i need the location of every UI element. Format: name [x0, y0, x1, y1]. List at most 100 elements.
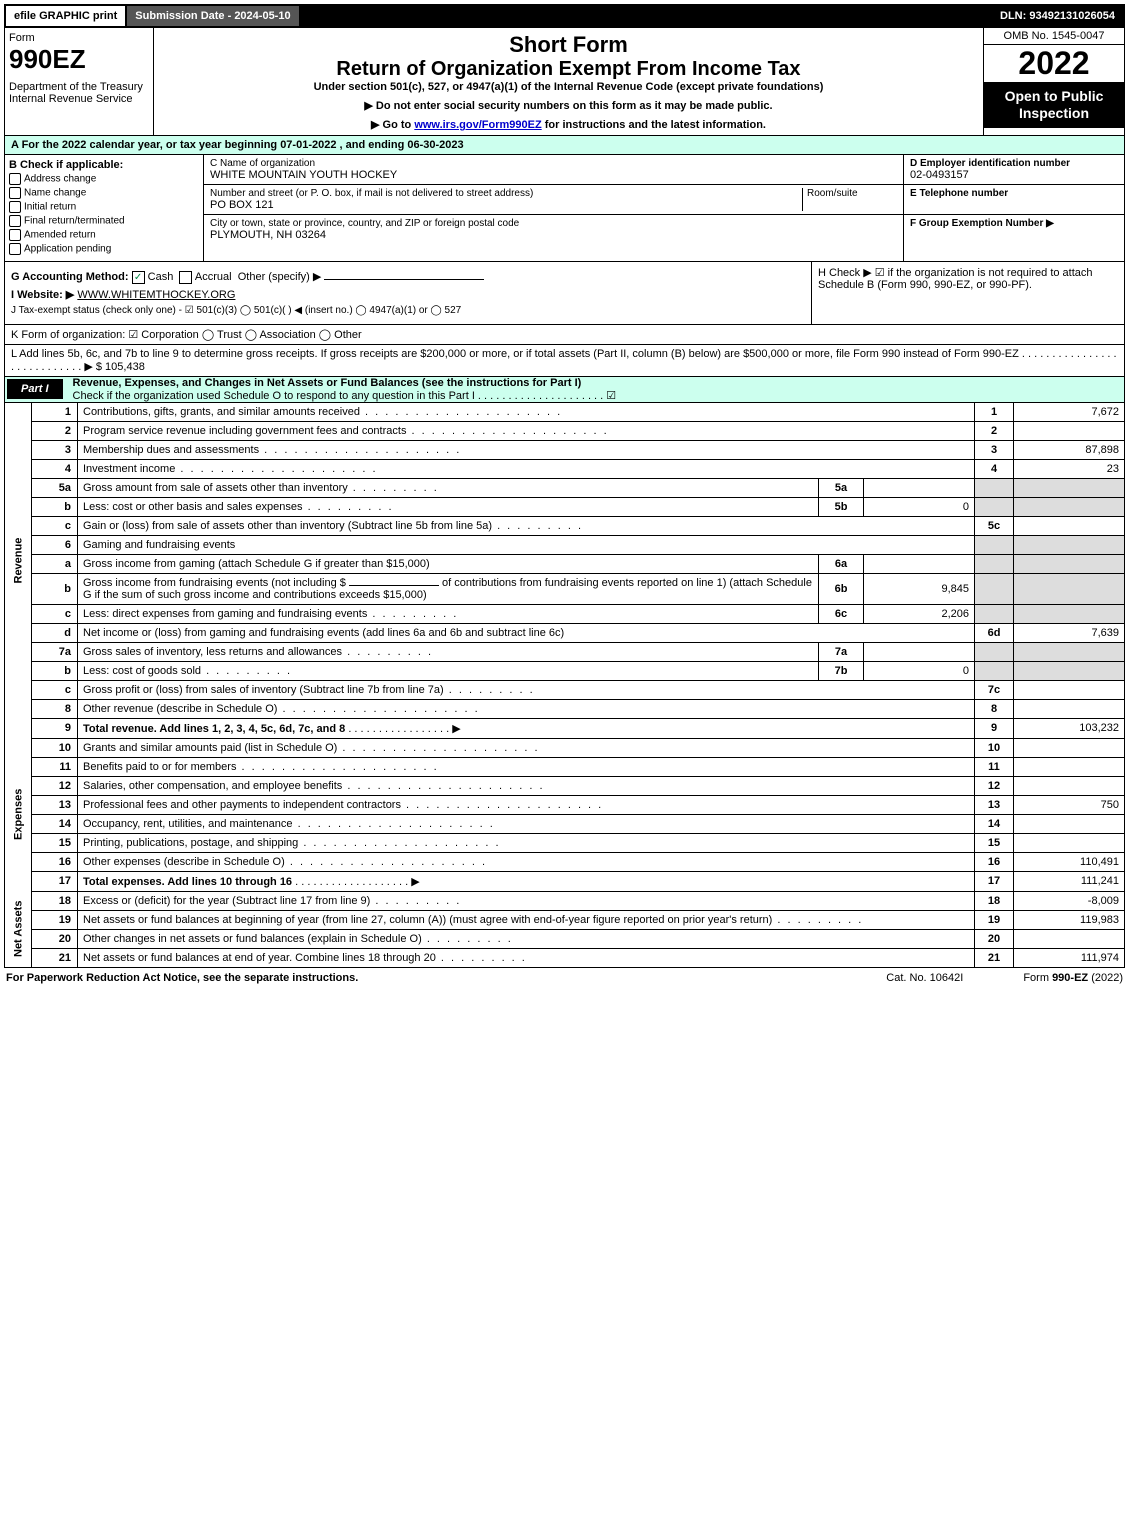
i-website: I Website: ▶ WWW.WHITEMTHOCKEY.ORG	[11, 288, 805, 301]
line-16-text: Other expenses (describe in Schedule O)	[78, 852, 975, 871]
inst2-post: for instructions and the latest informat…	[542, 119, 766, 131]
check-amended-return[interactable]: Amended return	[9, 229, 199, 241]
line-16-no: 16	[32, 852, 78, 871]
line-3-amt: 87,898	[1014, 440, 1125, 459]
line-10-text: Grants and similar amounts paid (list in…	[78, 738, 975, 757]
instruction-ssn: ▶ Do not enter social security numbers o…	[162, 99, 975, 112]
c-city-label: City or town, state or province, country…	[210, 218, 897, 229]
line-5b-no: b	[32, 497, 78, 516]
b-label: B Check if applicable:	[9, 159, 123, 171]
line-5c-no: c	[32, 516, 78, 535]
part1-header: Part I Revenue, Expenses, and Changes in…	[4, 377, 1125, 403]
line-7b-inner: 7b	[819, 661, 864, 680]
line-21-no: 21	[32, 948, 78, 967]
line-18-text: Excess or (deficit) for the year (Subtra…	[78, 891, 975, 910]
submission-date: Submission Date - 2024-05-10	[127, 6, 300, 26]
line-6b-rn-shade	[975, 573, 1014, 604]
d-ein-label: D Employer identification number	[910, 158, 1118, 169]
tax-year: 2022	[984, 45, 1124, 82]
line-14-rn: 14	[975, 814, 1014, 833]
form-header: Form 990EZ Department of the Treasury In…	[4, 28, 1125, 136]
part1-check-line: Check if the organization used Schedule …	[73, 390, 617, 402]
check-application-pending[interactable]: Application pending	[9, 243, 199, 255]
line-18-rn: 18	[975, 891, 1014, 910]
line-7a-rn-shade	[975, 642, 1014, 661]
line-13-amt: 750	[1014, 795, 1125, 814]
line-6c-no: c	[32, 604, 78, 623]
line-6b-amt-shade	[1014, 573, 1125, 604]
j-tax-exempt: J Tax-exempt status (check only one) - ☑…	[11, 305, 805, 316]
line-15-no: 15	[32, 833, 78, 852]
line-10-amt	[1014, 738, 1125, 757]
check-initial-return[interactable]: Initial return	[9, 201, 199, 213]
line-6a-iamt	[864, 554, 975, 573]
line-6a-text: Gross income from gaming (attach Schedul…	[78, 554, 819, 573]
line-1-text: Contributions, gifts, grants, and simila…	[78, 403, 975, 422]
line-6-amt-shade	[1014, 535, 1125, 554]
line-15-rn: 15	[975, 833, 1014, 852]
check-cash[interactable]	[132, 271, 145, 284]
dept-treasury: Department of the Treasury Internal Reve…	[9, 81, 149, 105]
line-21-amt: 111,974	[1014, 948, 1125, 967]
line-16-amt: 110,491	[1014, 852, 1125, 871]
line-7c-rn: 7c	[975, 680, 1014, 699]
line-4-no: 4	[32, 459, 78, 478]
e-phone-row: E Telephone number	[904, 185, 1124, 215]
line-13-no: 13	[32, 795, 78, 814]
footer-left: For Paperwork Reduction Act Notice, see …	[6, 972, 358, 984]
line-7a-amt-shade	[1014, 642, 1125, 661]
side-revenue-end	[5, 718, 32, 738]
line-19-rn: 19	[975, 910, 1014, 929]
line-9-no: 9	[32, 718, 78, 738]
line-20-text: Other changes in net assets or fund bala…	[78, 929, 975, 948]
line-11-no: 11	[32, 757, 78, 776]
accrual-label: Accrual	[195, 271, 232, 283]
efile-print[interactable]: efile GRAPHIC print	[6, 6, 127, 26]
line-8-rn: 8	[975, 699, 1014, 718]
header-center: Short Form Return of Organization Exempt…	[154, 28, 983, 135]
f-group-row: F Group Exemption Number ▶	[904, 215, 1124, 232]
line-11-amt	[1014, 757, 1125, 776]
line-7a-text: Gross sales of inventory, less returns a…	[78, 642, 819, 661]
line-17-no: 17	[32, 871, 78, 891]
line-6-text: Gaming and fundraising events	[78, 535, 975, 554]
page-footer: For Paperwork Reduction Act Notice, see …	[4, 968, 1125, 988]
line-6a-amt-shade	[1014, 554, 1125, 573]
website-link[interactable]: WWW.WHITEMTHOCKEY.ORG	[77, 289, 235, 301]
g-label: G Accounting Method:	[11, 271, 132, 283]
line-2-rn: 2	[975, 421, 1014, 440]
line-12-text: Salaries, other compensation, and employ…	[78, 776, 975, 795]
line-5a-iamt	[864, 478, 975, 497]
c-name-label: C Name of organization	[210, 158, 897, 169]
irs-link[interactable]: www.irs.gov/Form990EZ	[414, 119, 541, 131]
line-21-rn: 21	[975, 948, 1014, 967]
line-5c-text: Gain or (loss) from sale of assets other…	[78, 516, 975, 535]
c-room-label: Room/suite	[807, 188, 897, 199]
line-19-amt: 119,983	[1014, 910, 1125, 929]
line-6d-no: d	[32, 623, 78, 642]
l-amount: 105,438	[105, 361, 145, 373]
line-7c-amt	[1014, 680, 1125, 699]
i-label: I Website: ▶	[11, 289, 74, 301]
line-7b-amt-shade	[1014, 661, 1125, 680]
check-name-change[interactable]: Name change	[9, 187, 199, 199]
line-5a-no: 5a	[32, 478, 78, 497]
part1-title: Revenue, Expenses, and Changes in Net As…	[65, 377, 1124, 402]
line-1-no: 1	[32, 403, 78, 422]
row-a-period: A For the 2022 calendar year, or tax yea…	[4, 136, 1125, 155]
line-2-text: Program service revenue including govern…	[78, 421, 975, 440]
line-5c-amt	[1014, 516, 1125, 535]
line-6d-text: Net income or (loss) from gaming and fun…	[78, 623, 975, 642]
open-to-public: Open to Public Inspection	[984, 82, 1124, 128]
check-final-return[interactable]: Final return/terminated	[9, 215, 199, 227]
line-4-text: Investment income	[78, 459, 975, 478]
line-7c-no: c	[32, 680, 78, 699]
line-11-text: Benefits paid to or for members	[78, 757, 975, 776]
line-21-text: Net assets or fund balances at end of ye…	[78, 948, 975, 967]
cash-label: Cash	[148, 271, 174, 283]
check-address-change[interactable]: Address change	[9, 173, 199, 185]
line-6d-rn: 6d	[975, 623, 1014, 642]
line-3-no: 3	[32, 440, 78, 459]
line-20-rn: 20	[975, 929, 1014, 948]
check-accrual[interactable]	[179, 271, 192, 284]
